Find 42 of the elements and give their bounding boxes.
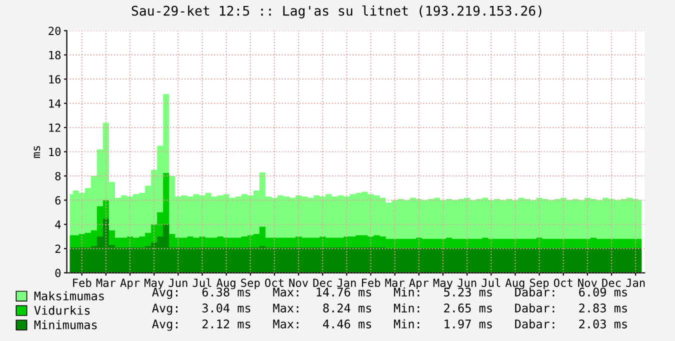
x-tick-label: Jul: [192, 278, 212, 288]
x-tick-label: Mar: [96, 278, 116, 288]
y-tick-label: 10: [49, 148, 61, 156]
y-tick-label: 8: [55, 172, 61, 180]
x-tick-label: Nov: [578, 278, 597, 288]
y-tick-label: 4: [55, 220, 61, 229]
x-tick-label: Jan: [337, 278, 356, 288]
x-tick-label: Feb: [73, 278, 92, 288]
legend-label: Vidurkis: [34, 306, 90, 315]
y-tick-label: 2: [55, 244, 60, 253]
y-tick-label: 6: [55, 196, 61, 205]
y-tick-label: 20: [48, 26, 61, 36]
x-tick-label: Aug: [505, 278, 524, 290]
text: Avg: 3.04 ms Max: 8.24 ms Min: 2.65 ms Dabar: 2.83 ms: [152, 303, 627, 315]
y-tick-label: 0: [55, 268, 61, 278]
x-tick-label: Apr: [409, 278, 429, 290]
x-tick-label: Dec: [313, 278, 332, 288]
x-tick-label: Jan: [626, 278, 645, 288]
x-tick-label: Oct: [265, 278, 284, 288]
chart-title: Sau-29-ket 12:5 :: Lag'as su litnet (193.219.153.26): [132, 5, 542, 18]
x-tick-label: Sep: [241, 278, 260, 290]
x-tick-label: Oct: [554, 278, 572, 288]
y-tick-label: 18: [49, 50, 61, 60]
y-tick-label: 16: [49, 75, 61, 84]
y-axis-title: ms: [34, 146, 40, 158]
legend-label: Minimumas: [34, 320, 97, 330]
y-tick-label: 14: [49, 99, 61, 108]
x-tick-label: Feb: [362, 278, 380, 288]
x-tick-label: Apr: [120, 278, 140, 290]
x-tick-label: Nov: [289, 278, 308, 288]
x-tick-label: Mar: [385, 278, 404, 288]
y-tick-label: 12: [49, 124, 60, 132]
x-tick-label: Aug: [216, 278, 236, 290]
text: Avg: 2.12 ms Max: 4.46 ms Min: 1.97 ms Dabar: 2.03 ms: [152, 319, 627, 331]
x-tick-label: Jul: [482, 278, 500, 288]
legend-label: Maksimumas: [34, 291, 104, 300]
x-tick-label: Jun: [168, 278, 188, 288]
x-tick-label: May: [433, 278, 453, 290]
x-tick-label: Sep: [530, 278, 549, 290]
x-tick-label: Jun: [458, 278, 476, 288]
x-tick-label: Dec: [602, 278, 621, 288]
x-tick-label: May: [144, 278, 164, 290]
